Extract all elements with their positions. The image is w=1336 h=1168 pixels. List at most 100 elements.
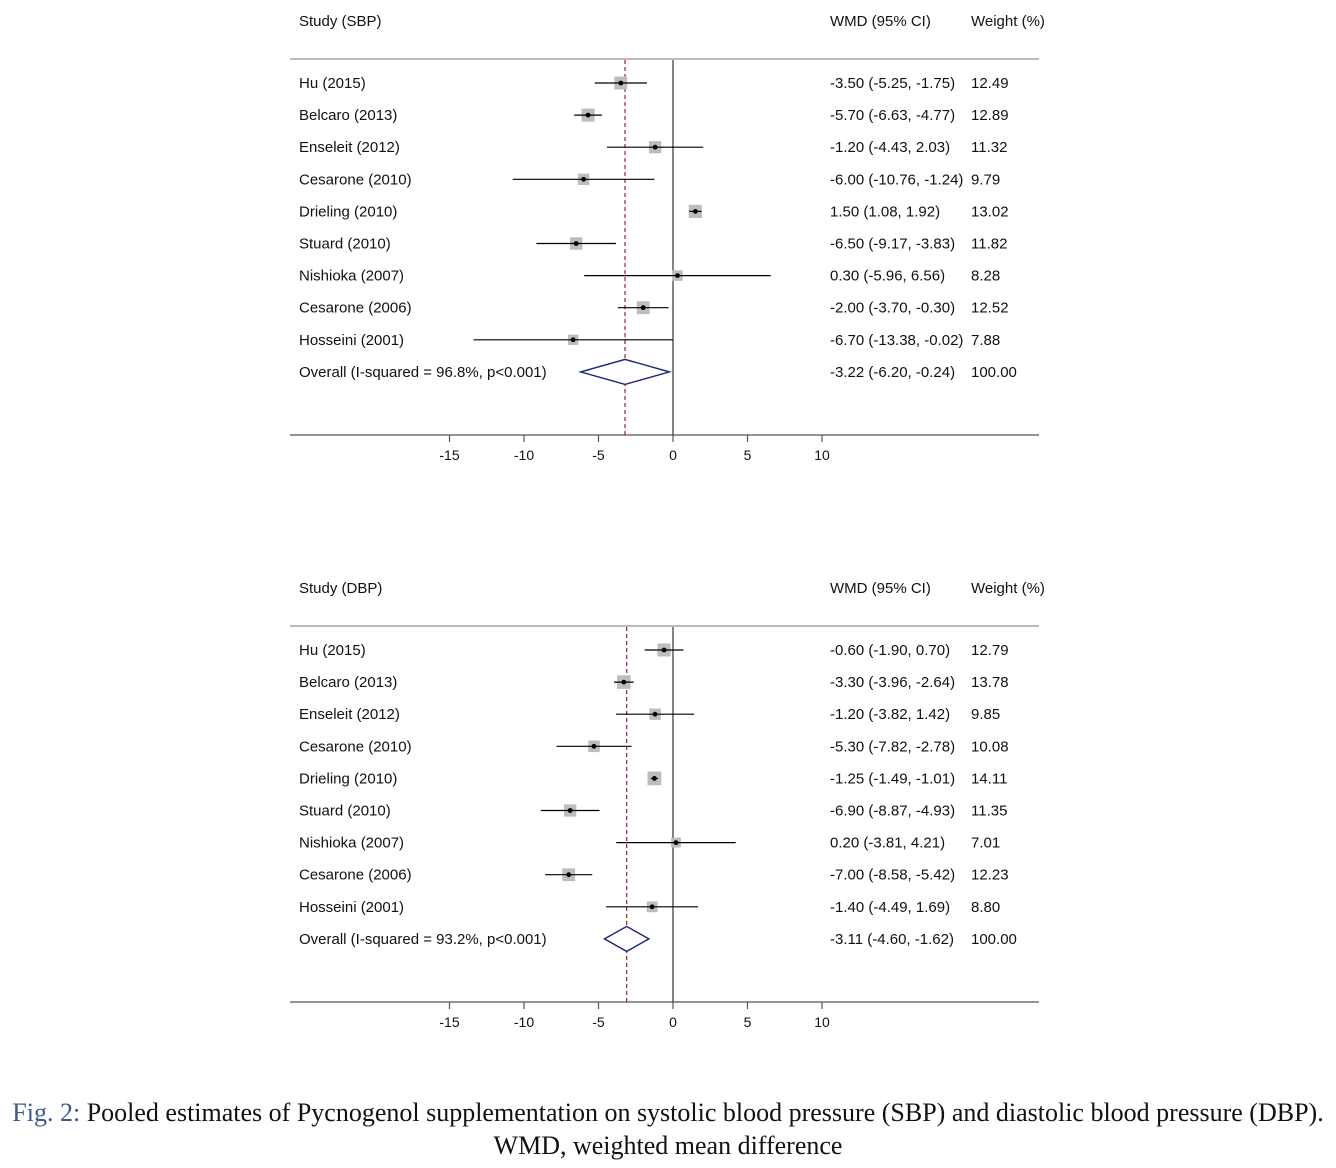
- dbp-wmd-value: -5.30 (-7.82, -2.78): [830, 738, 955, 755]
- figure-caption-label: Fig. 2:: [12, 1098, 81, 1127]
- dbp-x-tick-label: 10: [814, 1014, 830, 1030]
- dbp-header-weight: Weight (%): [971, 580, 1045, 597]
- dbp-point-estimate: [652, 711, 658, 717]
- dbp-weight-value: 9.85: [971, 706, 1000, 723]
- sbp-wmd-value: 1.50 (1.08, 1.92): [830, 203, 940, 220]
- sbp-weight-value: 12.89: [971, 107, 1009, 124]
- dbp-study-label: Cesarone (2010): [299, 738, 412, 755]
- dbp-weight-value: 11.35: [971, 803, 1007, 820]
- figure-caption-text: Pooled estimates of Pycnogenol supplemen…: [86, 1098, 1324, 1160]
- dbp-x-tick-label: -10: [514, 1014, 534, 1030]
- sbp-study-label: Hosseini (2001): [299, 332, 404, 349]
- dbp-wmd-value: -3.30 (-3.96, -2.64): [830, 674, 955, 691]
- dbp-weight-value: 8.80: [971, 899, 1000, 916]
- sbp-x-tick-label: 5: [744, 447, 752, 463]
- dbp-overall-weight-value: 100.00: [971, 931, 1017, 948]
- forest-plot-dbp: Study (DBP) WMD (95% CI) Weight (%) -15 -10 -…: [290, 580, 1045, 1030]
- sbp-wmd-value: -5.70 (-6.63, -4.77): [830, 107, 955, 124]
- sbp-header-weight: Weight (%): [971, 13, 1045, 30]
- dbp-point-estimate: [567, 808, 573, 813]
- dbp-weight-value: 7.01: [971, 835, 1000, 852]
- dbp-wmd-value: -1.20 (-3.82, 1.42): [830, 706, 950, 723]
- dbp-point-estimate: [591, 743, 597, 749]
- dbp-weight-value: 12.79: [971, 642, 1009, 659]
- sbp-x-tick-label: -15: [439, 447, 459, 463]
- sbp-overall-wmd-value: -3.22 (-6.20, -0.24): [830, 364, 955, 381]
- dbp-x-tick-label: -5: [592, 1014, 605, 1030]
- sbp-point-estimate: [675, 273, 680, 278]
- sbp-x-tick-label: -5: [592, 447, 605, 463]
- figure-caption: Fig. 2: Pooled estimates of Pycnogenol s…: [10, 1096, 1326, 1162]
- sbp-weight-value: 13.02: [971, 203, 1009, 220]
- sbp-point-estimate: [570, 337, 576, 343]
- dbp-point-estimate: [566, 872, 572, 878]
- dbp-study-label: Drieling (2010): [299, 770, 397, 787]
- sbp-weight-value: 11.32: [971, 139, 1007, 156]
- sbp-x-tick-label: 0: [669, 447, 677, 463]
- sbp-wmd-value: -3.50 (-5.25, -1.75): [830, 75, 955, 92]
- sbp-header-study: Study (SBP): [299, 13, 382, 30]
- sbp-study-label: Hu (2015): [299, 75, 366, 92]
- sbp-wmd-value: 0.30 (-5.96, 6.56): [830, 268, 945, 285]
- sbp-study-label: Drieling (2010): [299, 203, 397, 220]
- sbp-x-tick-label: -10: [514, 447, 534, 463]
- dbp-wmd-value: 0.20 (-3.81, 4.21): [830, 835, 945, 852]
- forest-plot-dbp-panel: Study (DBP) WMD (95% CI) Weight (%) -15 -10 -…: [265, 500, 1059, 1067]
- dbp-wmd-value: -1.40 (-4.49, 1.69): [830, 899, 950, 916]
- forest-plot-sbp-panel: Study (SBP) WMD (95% CI) Weight (%) -15 -10 -…: [265, 0, 1059, 501]
- dbp-point-estimate: [649, 904, 655, 910]
- sbp-wmd-value: -2.00 (-3.70, -0.30): [830, 300, 955, 317]
- dbp-overall-wmd-value: -3.11 (-4.60, -1.62): [830, 931, 954, 948]
- dbp-overall-label: Overall (I-squared = 93.2%, p<0.001): [299, 931, 547, 948]
- sbp-point-estimate: [573, 241, 579, 246]
- sbp-point-estimate: [652, 144, 658, 150]
- sbp-overall-weight-value: 100.00: [971, 364, 1017, 381]
- sbp-study-label: Enseleit (2012): [299, 139, 400, 156]
- dbp-weight-value: 10.08: [971, 738, 1009, 755]
- sbp-wmd-value: -6.00 (-10.76, -1.24): [830, 171, 963, 188]
- sbp-weight-value: 12.49: [971, 75, 1009, 92]
- dbp-header-study: Study (DBP): [299, 580, 382, 597]
- sbp-weight-value: 7.88: [971, 332, 1000, 349]
- dbp-wmd-value: -1.25 (-1.49, -1.01): [830, 770, 955, 787]
- dbp-wmd-value: -7.00 (-8.58, -5.42): [830, 867, 955, 884]
- sbp-wmd-value: -6.50 (-9.17, -3.83): [830, 236, 955, 253]
- sbp-x-tick-label: 10: [814, 447, 830, 463]
- sbp-point-estimate: [585, 112, 591, 118]
- dbp-header-wmd: WMD (95% CI): [830, 580, 931, 597]
- dbp-x-tick-label: -15: [439, 1014, 459, 1030]
- sbp-overall-diamond: [578, 358, 673, 386]
- dbp-weight-value: 14.11: [971, 770, 1007, 787]
- sbp-weight-value: 9.79: [971, 171, 1000, 188]
- dbp-weight-value: 12.23: [971, 867, 1009, 884]
- sbp-wmd-value: -6.70 (-13.38, -0.02): [830, 332, 963, 349]
- sbp-study-label: Stuard (2010): [299, 236, 391, 253]
- dbp-point-estimate: [673, 840, 679, 845]
- dbp-overall-diamond: [603, 925, 651, 953]
- sbp-point-estimate: [618, 80, 624, 86]
- dbp-weight-value: 13.78: [971, 674, 1009, 691]
- sbp-wmd-value: -1.20 (-4.43, 2.03): [830, 139, 950, 156]
- dbp-study-label: Nishioka (2007): [299, 835, 404, 852]
- dbp-study-label: Cesarone (2006): [299, 867, 412, 884]
- dbp-x-tick-label: 5: [744, 1014, 752, 1030]
- dbp-point-estimate: [651, 776, 657, 781]
- dbp-x-tick-label: 0: [669, 1014, 677, 1030]
- dbp-point-estimate: [621, 679, 627, 685]
- dbp-wmd-value: -6.90 (-8.87, -4.93): [830, 803, 955, 820]
- sbp-weight-value: 8.28: [971, 268, 1000, 285]
- sbp-overall-label: Overall (I-squared = 96.8%, p<0.001): [299, 364, 547, 381]
- dbp-study-label: Belcaro (2013): [299, 674, 397, 691]
- sbp-study-label: Cesarone (2010): [299, 171, 412, 188]
- forest-plot-sbp: Study (SBP) WMD (95% CI) Weight (%) -15 -10 -…: [290, 13, 1045, 463]
- sbp-study-label: Cesarone (2006): [299, 300, 412, 317]
- sbp-study-label: Nishioka (2007): [299, 268, 404, 285]
- dbp-wmd-value: -0.60 (-1.90, 0.70): [830, 642, 950, 659]
- sbp-header-wmd: WMD (95% CI): [830, 13, 931, 30]
- dbp-study-label: Stuard (2010): [299, 803, 391, 820]
- sbp-point-estimate: [581, 176, 586, 182]
- dbp-study-label: Hosseini (2001): [299, 899, 404, 916]
- sbp-weight-value: 12.52: [971, 300, 1009, 317]
- dbp-point-estimate: [661, 647, 667, 653]
- sbp-point-estimate: [640, 305, 646, 311]
